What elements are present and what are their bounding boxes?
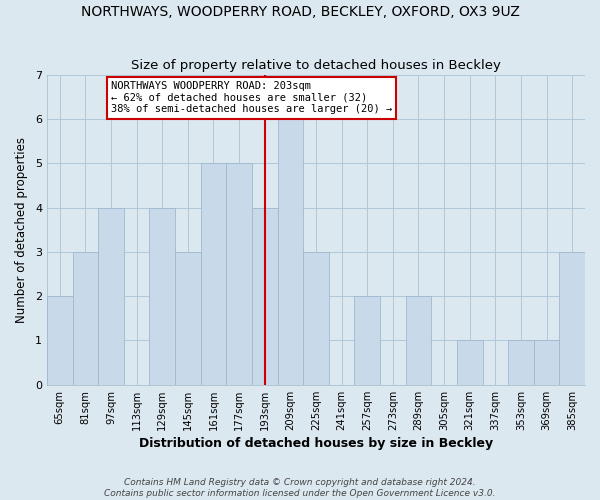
Bar <box>508 340 534 385</box>
Bar <box>149 208 175 385</box>
Title: Size of property relative to detached houses in Beckley: Size of property relative to detached ho… <box>131 59 501 72</box>
Text: Contains HM Land Registry data © Crown copyright and database right 2024.
Contai: Contains HM Land Registry data © Crown c… <box>104 478 496 498</box>
X-axis label: Distribution of detached houses by size in Beckley: Distribution of detached houses by size … <box>139 437 493 450</box>
Bar <box>47 296 73 385</box>
Bar <box>226 163 252 385</box>
Bar <box>355 296 380 385</box>
Text: NORTHWAYS WOODPERRY ROAD: 203sqm
← 62% of detached houses are smaller (32)
38% o: NORTHWAYS WOODPERRY ROAD: 203sqm ← 62% o… <box>111 81 392 114</box>
Bar <box>98 208 124 385</box>
Bar <box>200 163 226 385</box>
Bar <box>303 252 329 385</box>
Bar <box>73 252 98 385</box>
Bar <box>175 252 200 385</box>
Y-axis label: Number of detached properties: Number of detached properties <box>15 136 28 322</box>
Bar <box>559 252 585 385</box>
Bar <box>252 208 278 385</box>
Bar <box>457 340 482 385</box>
Bar <box>534 340 559 385</box>
Text: NORTHWAYS, WOODPERRY ROAD, BECKLEY, OXFORD, OX3 9UZ: NORTHWAYS, WOODPERRY ROAD, BECKLEY, OXFO… <box>80 5 520 19</box>
Bar <box>278 119 303 385</box>
Bar <box>406 296 431 385</box>
